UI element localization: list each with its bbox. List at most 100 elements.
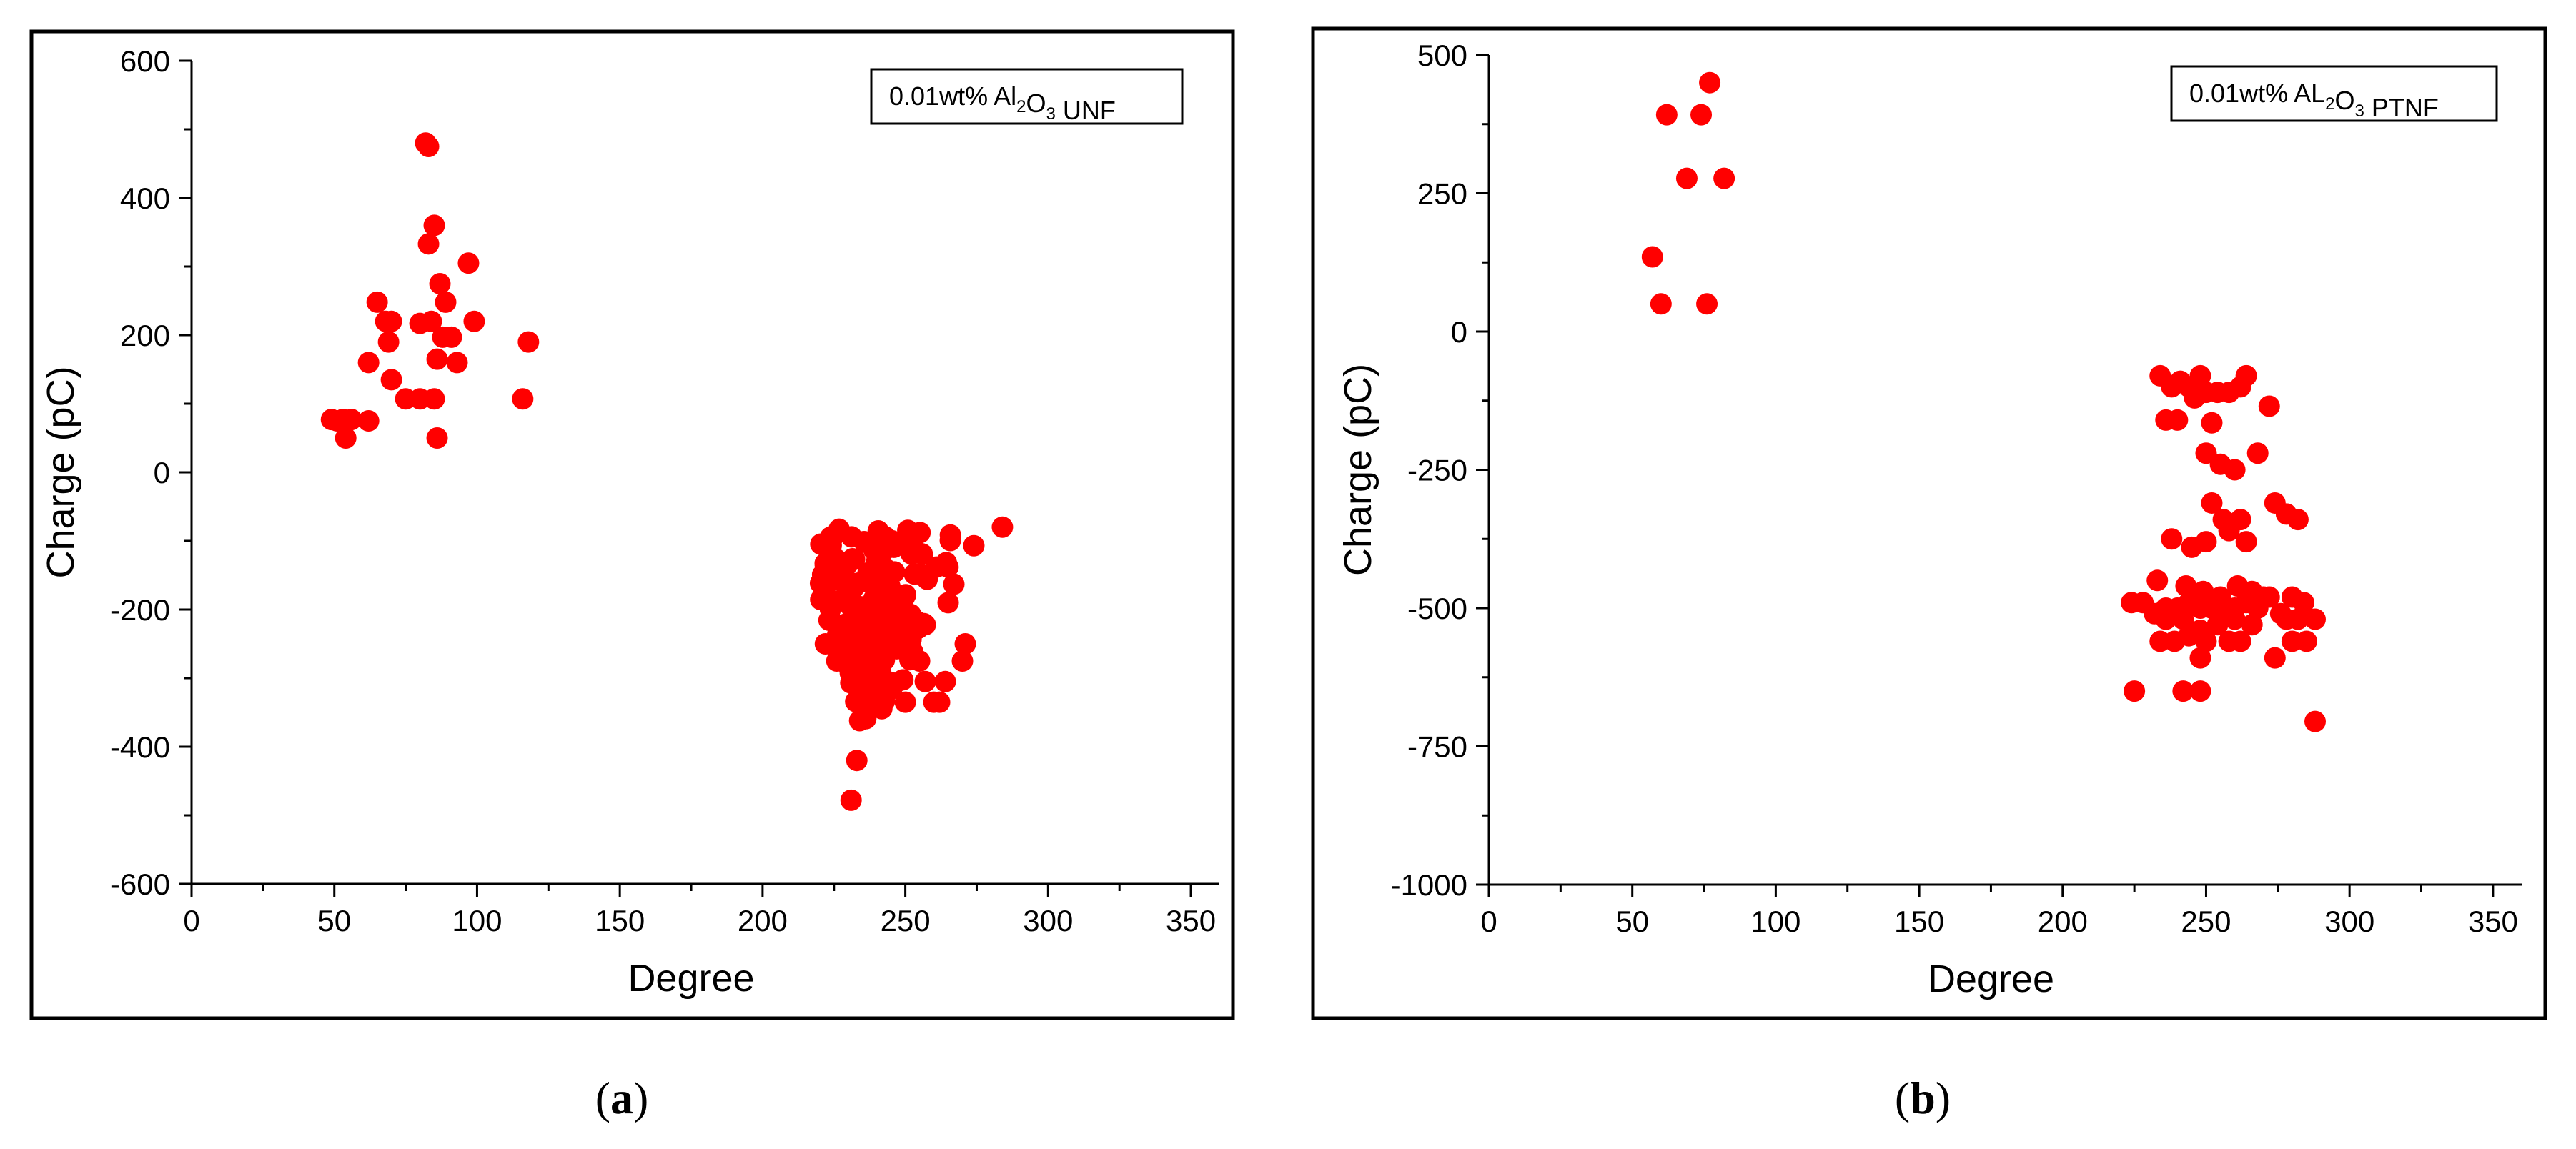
data-point	[951, 650, 974, 672]
data-point	[517, 331, 540, 353]
data-point	[417, 136, 440, 157]
data-point	[1713, 167, 1735, 189]
data-point	[869, 632, 891, 655]
data-point	[2235, 364, 2257, 387]
x-tick-label: 150	[595, 904, 645, 937]
legend-label: 0.01wt% AL2O3 PTNF	[2189, 79, 2439, 122]
data-point	[2178, 625, 2200, 647]
data-point	[814, 633, 836, 655]
data-point	[2189, 680, 2211, 702]
data-point	[826, 650, 848, 672]
data-point	[423, 388, 445, 410]
x-tick-label: 300	[2324, 905, 2374, 938]
data-point	[894, 691, 916, 713]
data-point	[2146, 569, 2169, 592]
data-point	[457, 252, 480, 274]
data-point	[366, 291, 388, 313]
data-point	[934, 670, 956, 692]
data-point	[2172, 608, 2194, 630]
y-tick-label: 0	[1451, 315, 1467, 349]
data-point	[937, 592, 959, 614]
data-point	[2124, 680, 2146, 702]
data-point	[446, 352, 468, 374]
data-point	[861, 573, 883, 595]
data-point	[335, 427, 357, 449]
data-point	[831, 569, 853, 592]
y-axis-title: Charge (pC)	[1337, 364, 1379, 576]
data-point	[851, 630, 873, 652]
data-point	[357, 352, 380, 374]
data-point	[417, 233, 440, 255]
x-tick-label: 100	[1750, 905, 1800, 938]
y-tick-label: 600	[120, 44, 170, 78]
y-tick-label: -750	[1407, 730, 1467, 764]
x-tick-label: 350	[2468, 905, 2518, 938]
legend: 0.01wt% Al2O3 UNF	[870, 68, 1184, 125]
data-point	[909, 522, 931, 544]
x-tick-label: 200	[738, 904, 788, 937]
data-point	[935, 552, 957, 574]
data-point	[426, 348, 448, 370]
data-point	[2235, 531, 2257, 553]
y-tick-label: -600	[110, 867, 170, 901]
y-tick-label: -400	[110, 730, 170, 764]
x-tick-label: 150	[1894, 905, 1944, 938]
data-point	[2304, 608, 2326, 630]
data-point	[2201, 492, 2223, 514]
data-point	[375, 310, 397, 332]
data-point	[435, 291, 457, 313]
data-point	[1699, 71, 1721, 94]
scatter-chart-b: 0 50 100 150 200 250 300 350 -1000 -750 -500 -250 0 2…	[1311, 26, 2547, 1020]
chart-panel-a: 0 50 100 150 200 250 300 350 -600 -400 -200 0 200 400…	[29, 29, 1235, 1020]
data-point	[2224, 608, 2246, 630]
data-point	[409, 312, 431, 334]
data-point	[429, 273, 451, 294]
data-point	[357, 410, 380, 432]
legend-box	[2170, 65, 2498, 122]
data-point	[2218, 519, 2240, 542]
x-tick-label: 200	[2038, 905, 2088, 938]
data-point	[463, 310, 485, 332]
data-point	[2258, 586, 2280, 608]
data-point	[2155, 608, 2177, 630]
data-point	[2189, 647, 2211, 669]
data-point	[2161, 528, 2183, 550]
y-tick-label: 200	[120, 319, 170, 352]
data-point	[2206, 614, 2229, 636]
data-point	[939, 529, 961, 552]
data-point	[1650, 293, 1672, 315]
series-points	[320, 132, 1014, 811]
data-point	[900, 603, 922, 625]
data-point	[943, 573, 965, 595]
data-point	[908, 650, 931, 672]
x-tick-label: 50	[1615, 905, 1649, 938]
data-point	[928, 691, 951, 713]
data-point	[377, 331, 400, 353]
data-point	[2184, 387, 2206, 409]
data-point	[914, 670, 936, 692]
chart-panel-b: 0 50 100 150 200 250 300 350 -1000 -750 -500 -250 0 2…	[1311, 26, 2547, 1020]
data-point	[1675, 167, 1698, 189]
y-tick-label: -1000	[1391, 868, 1467, 902]
x-tick-label: 250	[2181, 905, 2231, 938]
x-tick-label: 300	[1023, 904, 1073, 937]
y-tick-label: -200	[110, 593, 170, 627]
scatter-chart-a: 0 50 100 150 200 250 300 350 -600 -400 -200 0 200 400…	[29, 29, 1235, 1020]
legend-box	[870, 68, 1184, 125]
data-point	[432, 326, 454, 348]
panel-frame	[1311, 26, 2547, 1020]
data-point	[812, 582, 834, 604]
data-point	[1690, 104, 1713, 126]
data-point	[2209, 453, 2231, 475]
x-tick-label: 0	[183, 904, 199, 937]
data-point	[2175, 575, 2197, 597]
data-point	[841, 526, 863, 548]
data-point	[1641, 246, 1663, 268]
data-point	[846, 750, 868, 772]
data-point	[2201, 412, 2223, 434]
y-tick-label: -500	[1407, 592, 1467, 625]
x-axis-title: Degree	[1928, 958, 2054, 1000]
data-point	[2218, 382, 2240, 404]
data-point	[2229, 630, 2251, 652]
y-tick-label: 250	[1417, 177, 1467, 211]
